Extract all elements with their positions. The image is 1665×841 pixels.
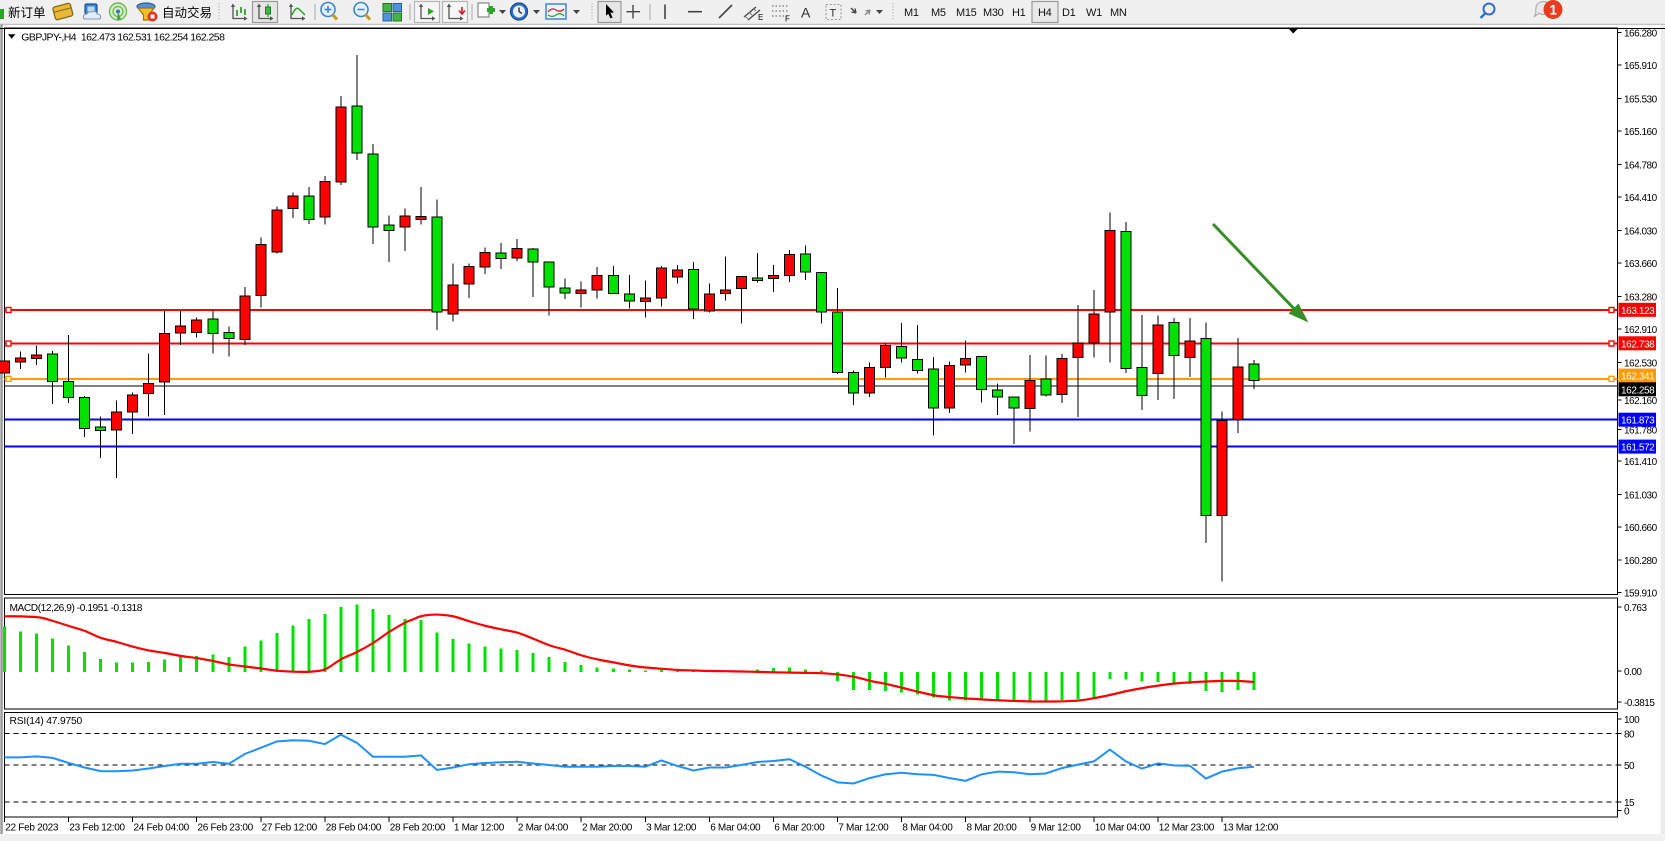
svg-text:-0.3815: -0.3815 (1624, 698, 1655, 709)
svg-text:165.910: 165.910 (1624, 61, 1658, 72)
svg-text:162.160: 162.160 (1624, 396, 1658, 407)
svg-text:165.160: 165.160 (1624, 127, 1658, 138)
svg-text:1 Mar 12:00: 1 Mar 12:00 (454, 822, 505, 833)
svg-text:22 Feb 2023: 22 Feb 2023 (5, 822, 59, 833)
svg-text:T: T (830, 8, 837, 20)
svg-text:162.530: 162.530 (1624, 358, 1658, 369)
svg-text:161.410: 161.410 (1624, 457, 1658, 468)
svg-text:160.280: 160.280 (1624, 556, 1658, 567)
svg-text:162.910: 162.910 (1624, 325, 1658, 336)
svg-text:161.780: 161.780 (1624, 425, 1658, 436)
svg-text:0: 0 (1624, 807, 1630, 818)
svg-text:A: A (801, 5, 811, 21)
svg-text:H4: H4 (1038, 7, 1052, 19)
svg-text:10 Mar 04:00: 10 Mar 04:00 (1095, 822, 1151, 833)
svg-text:165.530: 165.530 (1624, 95, 1658, 106)
svg-text:6 Mar 20:00: 6 Mar 20:00 (774, 822, 825, 833)
svg-text:15: 15 (1624, 798, 1635, 809)
svg-text:50: 50 (1624, 761, 1635, 772)
svg-text:28 Feb 20:00: 28 Feb 20:00 (390, 822, 446, 833)
svg-text:2 Mar 04:00: 2 Mar 04:00 (518, 822, 569, 833)
svg-text:3 Mar 12:00: 3 Mar 12:00 (646, 822, 697, 833)
svg-text:D1: D1 (1062, 7, 1076, 19)
svg-text:7 Mar 12:00: 7 Mar 12:00 (838, 822, 889, 833)
svg-text:161.873: 161.873 (1621, 416, 1655, 427)
svg-text:161.030: 161.030 (1624, 490, 1658, 501)
svg-text:2 Mar 20:00: 2 Mar 20:00 (582, 822, 633, 833)
svg-text:100: 100 (1624, 715, 1640, 726)
svg-text:28 Feb 04:00: 28 Feb 04:00 (326, 822, 382, 833)
svg-text:0.763: 0.763 (1624, 603, 1647, 614)
svg-text:1: 1 (1550, 3, 1558, 18)
svg-text:8 Mar 20:00: 8 Mar 20:00 (967, 822, 1018, 833)
svg-text:W1: W1 (1086, 7, 1102, 19)
svg-text:24 Feb 04:00: 24 Feb 04:00 (134, 822, 190, 833)
svg-text:新订单: 新订单 (8, 5, 46, 20)
svg-text:12 Mar 23:00: 12 Mar 23:00 (1159, 822, 1215, 833)
svg-text:162.738: 162.738 (1621, 339, 1655, 350)
svg-text:0.00: 0.00 (1624, 667, 1642, 678)
svg-text:162.341: 162.341 (1621, 372, 1655, 383)
svg-text:自动交易: 自动交易 (162, 5, 212, 20)
svg-text:9 Mar 12:00: 9 Mar 12:00 (1031, 822, 1082, 833)
svg-text:RSI(14) 47.9750: RSI(14) 47.9750 (10, 716, 83, 727)
svg-text:8 Mar 04:00: 8 Mar 04:00 (902, 822, 953, 833)
svg-text:162.258: 162.258 (1621, 385, 1655, 396)
svg-text:26 Feb 23:00: 26 Feb 23:00 (198, 822, 254, 833)
svg-text:164.030: 164.030 (1624, 227, 1658, 238)
svg-text:13 Mar 12:00: 13 Mar 12:00 (1223, 822, 1279, 833)
svg-text:MACD(12,26,9) -0.1951 -0.1318: MACD(12,26,9) -0.1951 -0.1318 (10, 603, 143, 614)
svg-text:6 Mar 04:00: 6 Mar 04:00 (710, 822, 761, 833)
svg-text:163.660: 163.660 (1624, 259, 1658, 270)
svg-text:23 Feb 12:00: 23 Feb 12:00 (69, 822, 125, 833)
svg-text:159.910: 159.910 (1624, 589, 1658, 600)
svg-text:F: F (785, 15, 790, 24)
svg-text:163.123: 163.123 (1621, 306, 1655, 317)
svg-text:164.780: 164.780 (1624, 161, 1658, 172)
svg-text:E: E (758, 13, 763, 22)
svg-text:166.280: 166.280 (1624, 29, 1658, 40)
svg-text:160.660: 160.660 (1624, 523, 1658, 534)
svg-text:M5: M5 (931, 7, 946, 19)
svg-text:80: 80 (1624, 729, 1635, 740)
svg-text:161.572: 161.572 (1621, 443, 1655, 454)
svg-text:27 Feb 12:00: 27 Feb 12:00 (262, 822, 318, 833)
svg-text:M15: M15 (956, 7, 977, 19)
svg-text:GBPJPY-,H4 162.473 162.531 16: GBPJPY-,H4 162.473 162.531 162.254 162.2… (21, 31, 225, 43)
svg-text:M1: M1 (904, 7, 919, 19)
svg-text:MN: MN (1110, 7, 1127, 19)
svg-text:164.410: 164.410 (1624, 193, 1658, 204)
svg-text:H1: H1 (1012, 7, 1026, 19)
svg-text:M30: M30 (983, 7, 1004, 19)
svg-text:163.280: 163.280 (1624, 292, 1658, 303)
